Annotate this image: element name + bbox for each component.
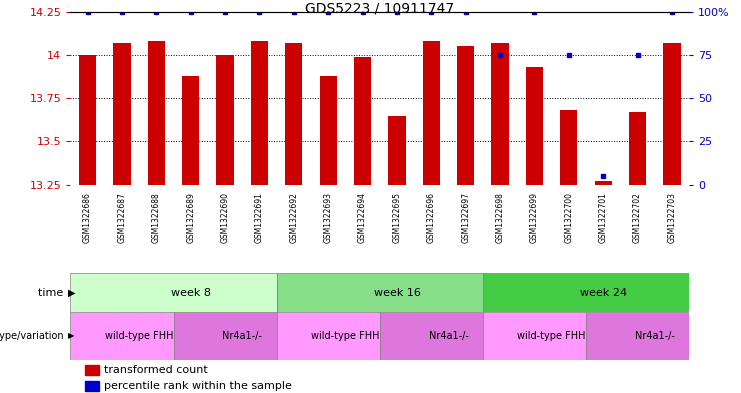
Bar [422, 41, 440, 185]
Text: week 16: week 16 [373, 288, 420, 298]
Text: GSM1322698: GSM1322698 [496, 192, 505, 242]
Bar [70, 273, 276, 312]
Text: GSM1322699: GSM1322699 [530, 192, 539, 243]
Text: GSM1322694: GSM1322694 [358, 192, 367, 243]
Bar [483, 273, 689, 312]
Bar [629, 112, 646, 185]
Bar [147, 41, 165, 185]
Bar [276, 312, 379, 360]
Text: Nr4a1-/-: Nr4a1-/- [635, 331, 675, 341]
Bar [182, 76, 199, 185]
Text: GSM1322702: GSM1322702 [633, 192, 642, 242]
Bar [586, 312, 689, 360]
Text: percentile rank within the sample: percentile rank within the sample [104, 381, 292, 391]
Bar [319, 76, 337, 185]
Bar [251, 41, 268, 185]
Bar [560, 110, 577, 185]
Bar [491, 43, 508, 185]
Text: Nr4a1-/-: Nr4a1-/- [222, 331, 262, 341]
Bar [70, 312, 173, 360]
Text: GSM1322690: GSM1322690 [221, 192, 230, 243]
Text: GSM1322693: GSM1322693 [324, 192, 333, 243]
Text: wild-type FHH: wild-type FHH [517, 331, 586, 341]
Text: GSM1322687: GSM1322687 [118, 192, 127, 242]
Text: time: time [38, 288, 67, 298]
Bar [388, 116, 405, 185]
Bar [173, 312, 276, 360]
Text: GSM1322695: GSM1322695 [393, 192, 402, 243]
Bar [79, 55, 96, 185]
Bar [276, 273, 483, 312]
Text: GSM1322692: GSM1322692 [289, 192, 299, 242]
Bar [457, 46, 474, 185]
Bar [663, 43, 680, 185]
Text: GSM1322688: GSM1322688 [152, 192, 161, 242]
Text: transformed count: transformed count [104, 365, 207, 375]
Text: GSM1322697: GSM1322697 [461, 192, 471, 243]
Text: GSM1322686: GSM1322686 [83, 192, 92, 242]
Text: GSM1322703: GSM1322703 [668, 192, 677, 243]
Text: GDS5223 / 10911747: GDS5223 / 10911747 [305, 2, 454, 16]
Text: ▶: ▶ [68, 332, 75, 340]
Text: Nr4a1-/-: Nr4a1-/- [428, 331, 468, 341]
Text: GSM1322689: GSM1322689 [186, 192, 195, 242]
Bar [483, 312, 586, 360]
Bar [216, 55, 233, 185]
Text: GSM1322701: GSM1322701 [599, 192, 608, 242]
Bar [113, 43, 130, 185]
Bar [526, 67, 543, 185]
Text: GSM1322691: GSM1322691 [255, 192, 264, 242]
Bar [354, 57, 371, 185]
Bar [594, 181, 612, 185]
Text: GSM1322696: GSM1322696 [427, 192, 436, 243]
Text: genotype/variation: genotype/variation [0, 331, 67, 341]
Bar [285, 43, 302, 185]
Text: wild-type FHH: wild-type FHH [105, 331, 173, 341]
Text: wild-type FHH: wild-type FHH [311, 331, 379, 341]
Bar [380, 312, 483, 360]
Text: ▶: ▶ [68, 288, 76, 298]
Text: GSM1322700: GSM1322700 [565, 192, 574, 243]
Text: week 24: week 24 [579, 288, 627, 298]
Text: week 8: week 8 [170, 288, 210, 298]
